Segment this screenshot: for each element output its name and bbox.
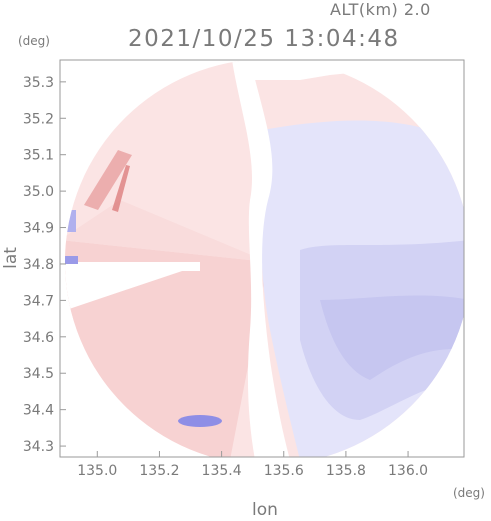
y-tick-label: 34.7 (23, 293, 54, 309)
y-tick-label: 34.4 (23, 403, 54, 419)
x-tick-label: 135.8 (326, 463, 366, 479)
strong-receding-line (112, 165, 130, 212)
x-tick-label: 136.0 (388, 463, 428, 479)
zero-velocity-band (232, 60, 290, 457)
approaching-patch-south (178, 415, 222, 427)
y-tick-label: 35.1 (23, 148, 54, 164)
y-tick-label: 35.2 (23, 111, 54, 127)
x-axis-unit: (deg) (453, 486, 485, 500)
x-axis-ticks: 135.0 135.2 135.4 135.6 135.8 136.0 (77, 451, 428, 479)
x-tick-label: 135.6 (264, 463, 304, 479)
y-tick-label: 34.3 (23, 439, 54, 455)
y-tick-label: 34.5 (23, 366, 54, 382)
y-tick-label: 35.0 (23, 184, 54, 200)
plot-frame (59, 59, 465, 458)
radar-field (60, 60, 464, 457)
x-axis-label: lon (252, 500, 278, 520)
x-tick-label: 135.0 (77, 463, 117, 479)
altitude-label: ALT(km) 2.0 (330, 0, 431, 19)
approaching-patch-west (65, 256, 78, 264)
y-tick-label: 34.6 (23, 330, 54, 346)
blocked-sector (65, 265, 200, 312)
x-tick-label: 135.4 (202, 463, 242, 479)
x-tick-label: 135.2 (139, 463, 179, 479)
blocked-strip (65, 262, 200, 271)
y-tick-label: 34.8 (23, 257, 54, 273)
approaching-patch-nw (66, 210, 76, 232)
timestamp-title: 2021/10/25 13:04:48 (128, 26, 400, 52)
coverage-gap-north (60, 60, 460, 100)
strong-receding-streak (84, 150, 132, 210)
y-axis-ticks: 34.3 34.4 34.5 34.6 34.7 34.8 34.9 35.0 35.1 35.2… (23, 75, 66, 455)
receding-band (65, 200, 268, 262)
y-tick-label: 34.9 (23, 221, 54, 237)
y-tick-label: 35.3 (23, 75, 54, 91)
y-axis-unit: (deg) (18, 34, 50, 48)
approaching-strong (320, 295, 464, 380)
